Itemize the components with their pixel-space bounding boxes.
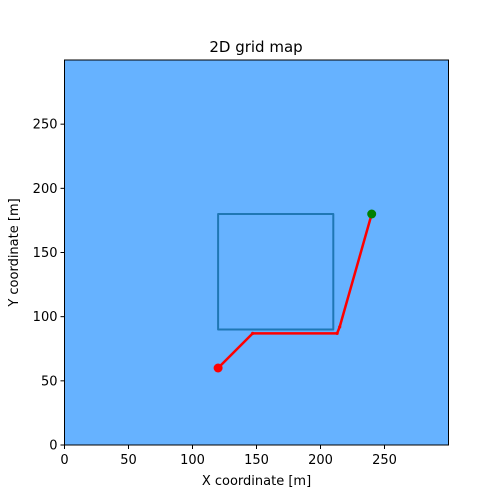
chart-title: 2D grid map xyxy=(209,38,302,56)
y-tick-label: 50 xyxy=(41,374,58,389)
x-tick-label: 100 xyxy=(180,453,205,468)
x-tick-label: 0 xyxy=(60,453,68,468)
y-tick-label: 0 xyxy=(49,439,57,454)
y-tick-label: 150 xyxy=(33,246,58,261)
obstacle-rectangle xyxy=(217,213,335,331)
path-vertex xyxy=(338,325,342,329)
x-tick-label: 250 xyxy=(372,453,397,468)
y-axis-label: Y coordinate [m] xyxy=(7,198,22,307)
y-tick-label: 200 xyxy=(33,182,58,197)
start-point-marker xyxy=(213,363,223,373)
plot-content xyxy=(213,209,377,373)
y-tick-label: 100 xyxy=(33,310,58,325)
x-tick-label: 150 xyxy=(244,453,269,468)
y-tick-label: 250 xyxy=(33,118,58,133)
x-tick-label: 50 xyxy=(120,453,137,468)
goal-point-marker xyxy=(367,209,377,219)
x-axis: 0 50 100 150 200 250 xyxy=(60,445,397,468)
x-tick-label: 200 xyxy=(308,453,333,468)
path-vertex xyxy=(251,331,255,335)
plot-area xyxy=(64,60,449,445)
y-axis: 0 50 100 150 200 250 xyxy=(33,118,65,454)
x-axis-label: X coordinate [m] xyxy=(202,474,311,489)
path-vertex xyxy=(335,331,339,335)
